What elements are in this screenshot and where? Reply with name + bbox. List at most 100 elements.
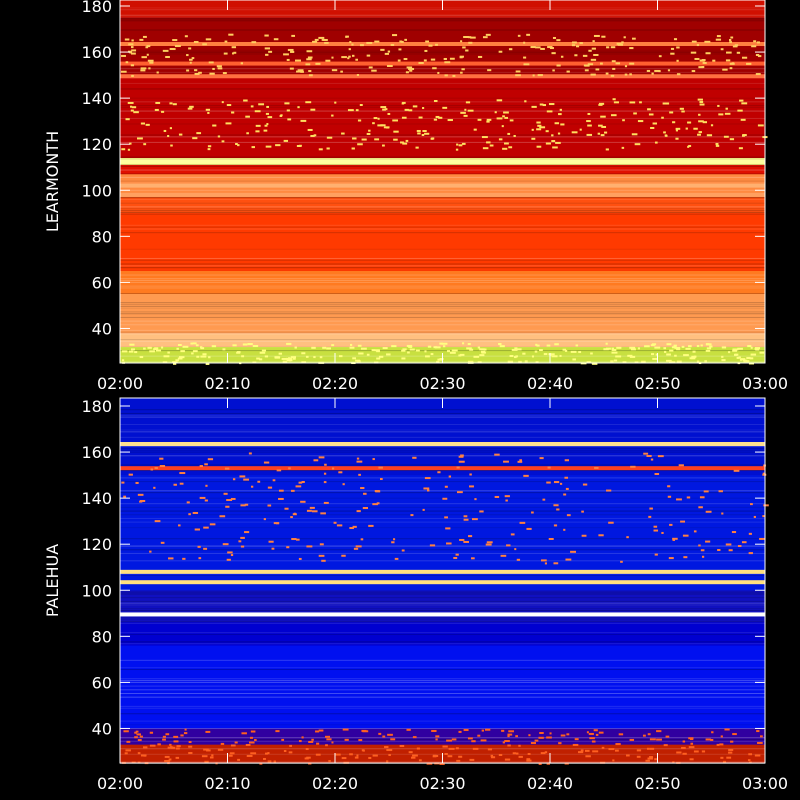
speckle-dot	[698, 66, 704, 69]
texture-stripe	[120, 141, 765, 143]
speckle-dot	[366, 353, 370, 356]
speckle-dot	[741, 541, 747, 544]
speckle-dot	[169, 48, 175, 51]
speckle-dot	[593, 729, 598, 732]
texture-stripe	[120, 669, 765, 671]
speckle-dot	[221, 101, 224, 104]
speckle-dot	[310, 134, 315, 137]
speckle-dot	[192, 137, 198, 140]
speckle-dot	[676, 360, 682, 363]
speckle-dot	[412, 754, 418, 757]
texture-stripe	[120, 720, 765, 722]
speckle-dot	[300, 500, 306, 503]
speckle-dot	[125, 118, 130, 121]
speckle-dot	[443, 57, 447, 60]
speckle-dot	[587, 124, 592, 127]
speckle-dot	[176, 745, 181, 748]
texture-stripe	[120, 213, 765, 215]
speckle-dot	[164, 759, 171, 762]
speckle-dot	[200, 355, 207, 358]
speckle-dot	[424, 477, 431, 480]
speckle-dot	[600, 62, 603, 65]
speckle-dot	[653, 525, 658, 528]
speckle-dot	[656, 738, 662, 741]
speckle-dot	[738, 147, 743, 150]
speckle-dot	[433, 754, 439, 757]
speckle-dot	[753, 515, 756, 518]
speckle-dot	[134, 736, 138, 739]
texture-stripe	[120, 737, 765, 739]
speckle-dot	[608, 521, 614, 524]
speckle-dot	[611, 348, 617, 351]
y-tick-label: 140	[81, 89, 112, 108]
speckle-dot	[513, 134, 516, 137]
speckle-dot	[705, 349, 711, 352]
speckle-dot	[273, 38, 279, 41]
speckle-dot	[624, 65, 628, 68]
speckle-dot	[266, 123, 269, 126]
speckle-dot	[245, 115, 250, 118]
speckle-dot	[281, 357, 288, 360]
speckle-dot	[366, 132, 371, 135]
speckle-dot	[347, 57, 350, 60]
speckle-dot	[255, 124, 261, 127]
speckle-dot	[217, 748, 224, 751]
speckle-dot	[153, 486, 156, 489]
texture-stripe	[120, 409, 765, 411]
emission-line-3	[120, 42, 765, 47]
speckle-dot	[349, 41, 352, 44]
texture-stripe	[120, 621, 765, 623]
speckle-dot	[587, 63, 594, 66]
speckle-dot	[360, 538, 364, 541]
texture-stripe	[120, 101, 765, 103]
speckle-dot	[463, 114, 468, 117]
speckle-dot	[702, 121, 708, 124]
spectrogram-band-7	[120, 164, 765, 175]
speckle-dot	[352, 357, 356, 360]
speckle-dot	[237, 351, 241, 354]
speckle-dot	[442, 106, 448, 109]
speckle-dot	[479, 348, 485, 351]
speckle-dot	[574, 54, 578, 57]
speckle-dot	[504, 142, 509, 145]
speckle-dot	[188, 741, 192, 744]
texture-stripe	[120, 602, 765, 604]
speckle-dot	[207, 148, 211, 151]
speckle-dot	[390, 43, 395, 46]
emission-line-5	[120, 192, 765, 197]
texture-stripe	[120, 455, 765, 457]
speckle-dot	[140, 754, 147, 757]
speckle-dot	[400, 141, 404, 144]
texture-stripe	[120, 189, 765, 191]
speckle-dot	[505, 499, 508, 502]
speckle-dot	[263, 757, 266, 760]
texture-stripe	[120, 610, 765, 612]
speckle-dot	[682, 740, 686, 743]
speckle-dot	[547, 46, 553, 49]
speckle-dot	[139, 38, 144, 41]
speckle-dot	[696, 44, 699, 47]
speckle-dot	[342, 728, 349, 731]
speckle-dot	[307, 56, 313, 59]
speckle-dot	[646, 69, 651, 72]
speckle-dot	[672, 121, 676, 124]
speckle-dot	[206, 749, 211, 752]
speckle-dot	[439, 342, 443, 345]
speckle-dot	[694, 57, 700, 60]
speckle-dot	[219, 515, 226, 518]
speckle-dot	[597, 132, 601, 135]
speckle-dot	[410, 514, 414, 517]
speckle-dot	[339, 355, 343, 358]
speckle-dot	[463, 729, 469, 732]
texture-stripe	[120, 350, 765, 352]
speckle-dot	[427, 345, 432, 348]
speckle-dot	[598, 534, 604, 537]
speckle-dot	[578, 351, 582, 354]
speckle-dot	[172, 362, 177, 365]
speckle-dot	[293, 512, 296, 515]
speckle-dot	[455, 747, 459, 750]
speckle-dot	[549, 47, 554, 50]
texture-stripe	[120, 346, 765, 348]
speckle-dot	[715, 142, 719, 145]
speckle-dot	[323, 472, 327, 475]
